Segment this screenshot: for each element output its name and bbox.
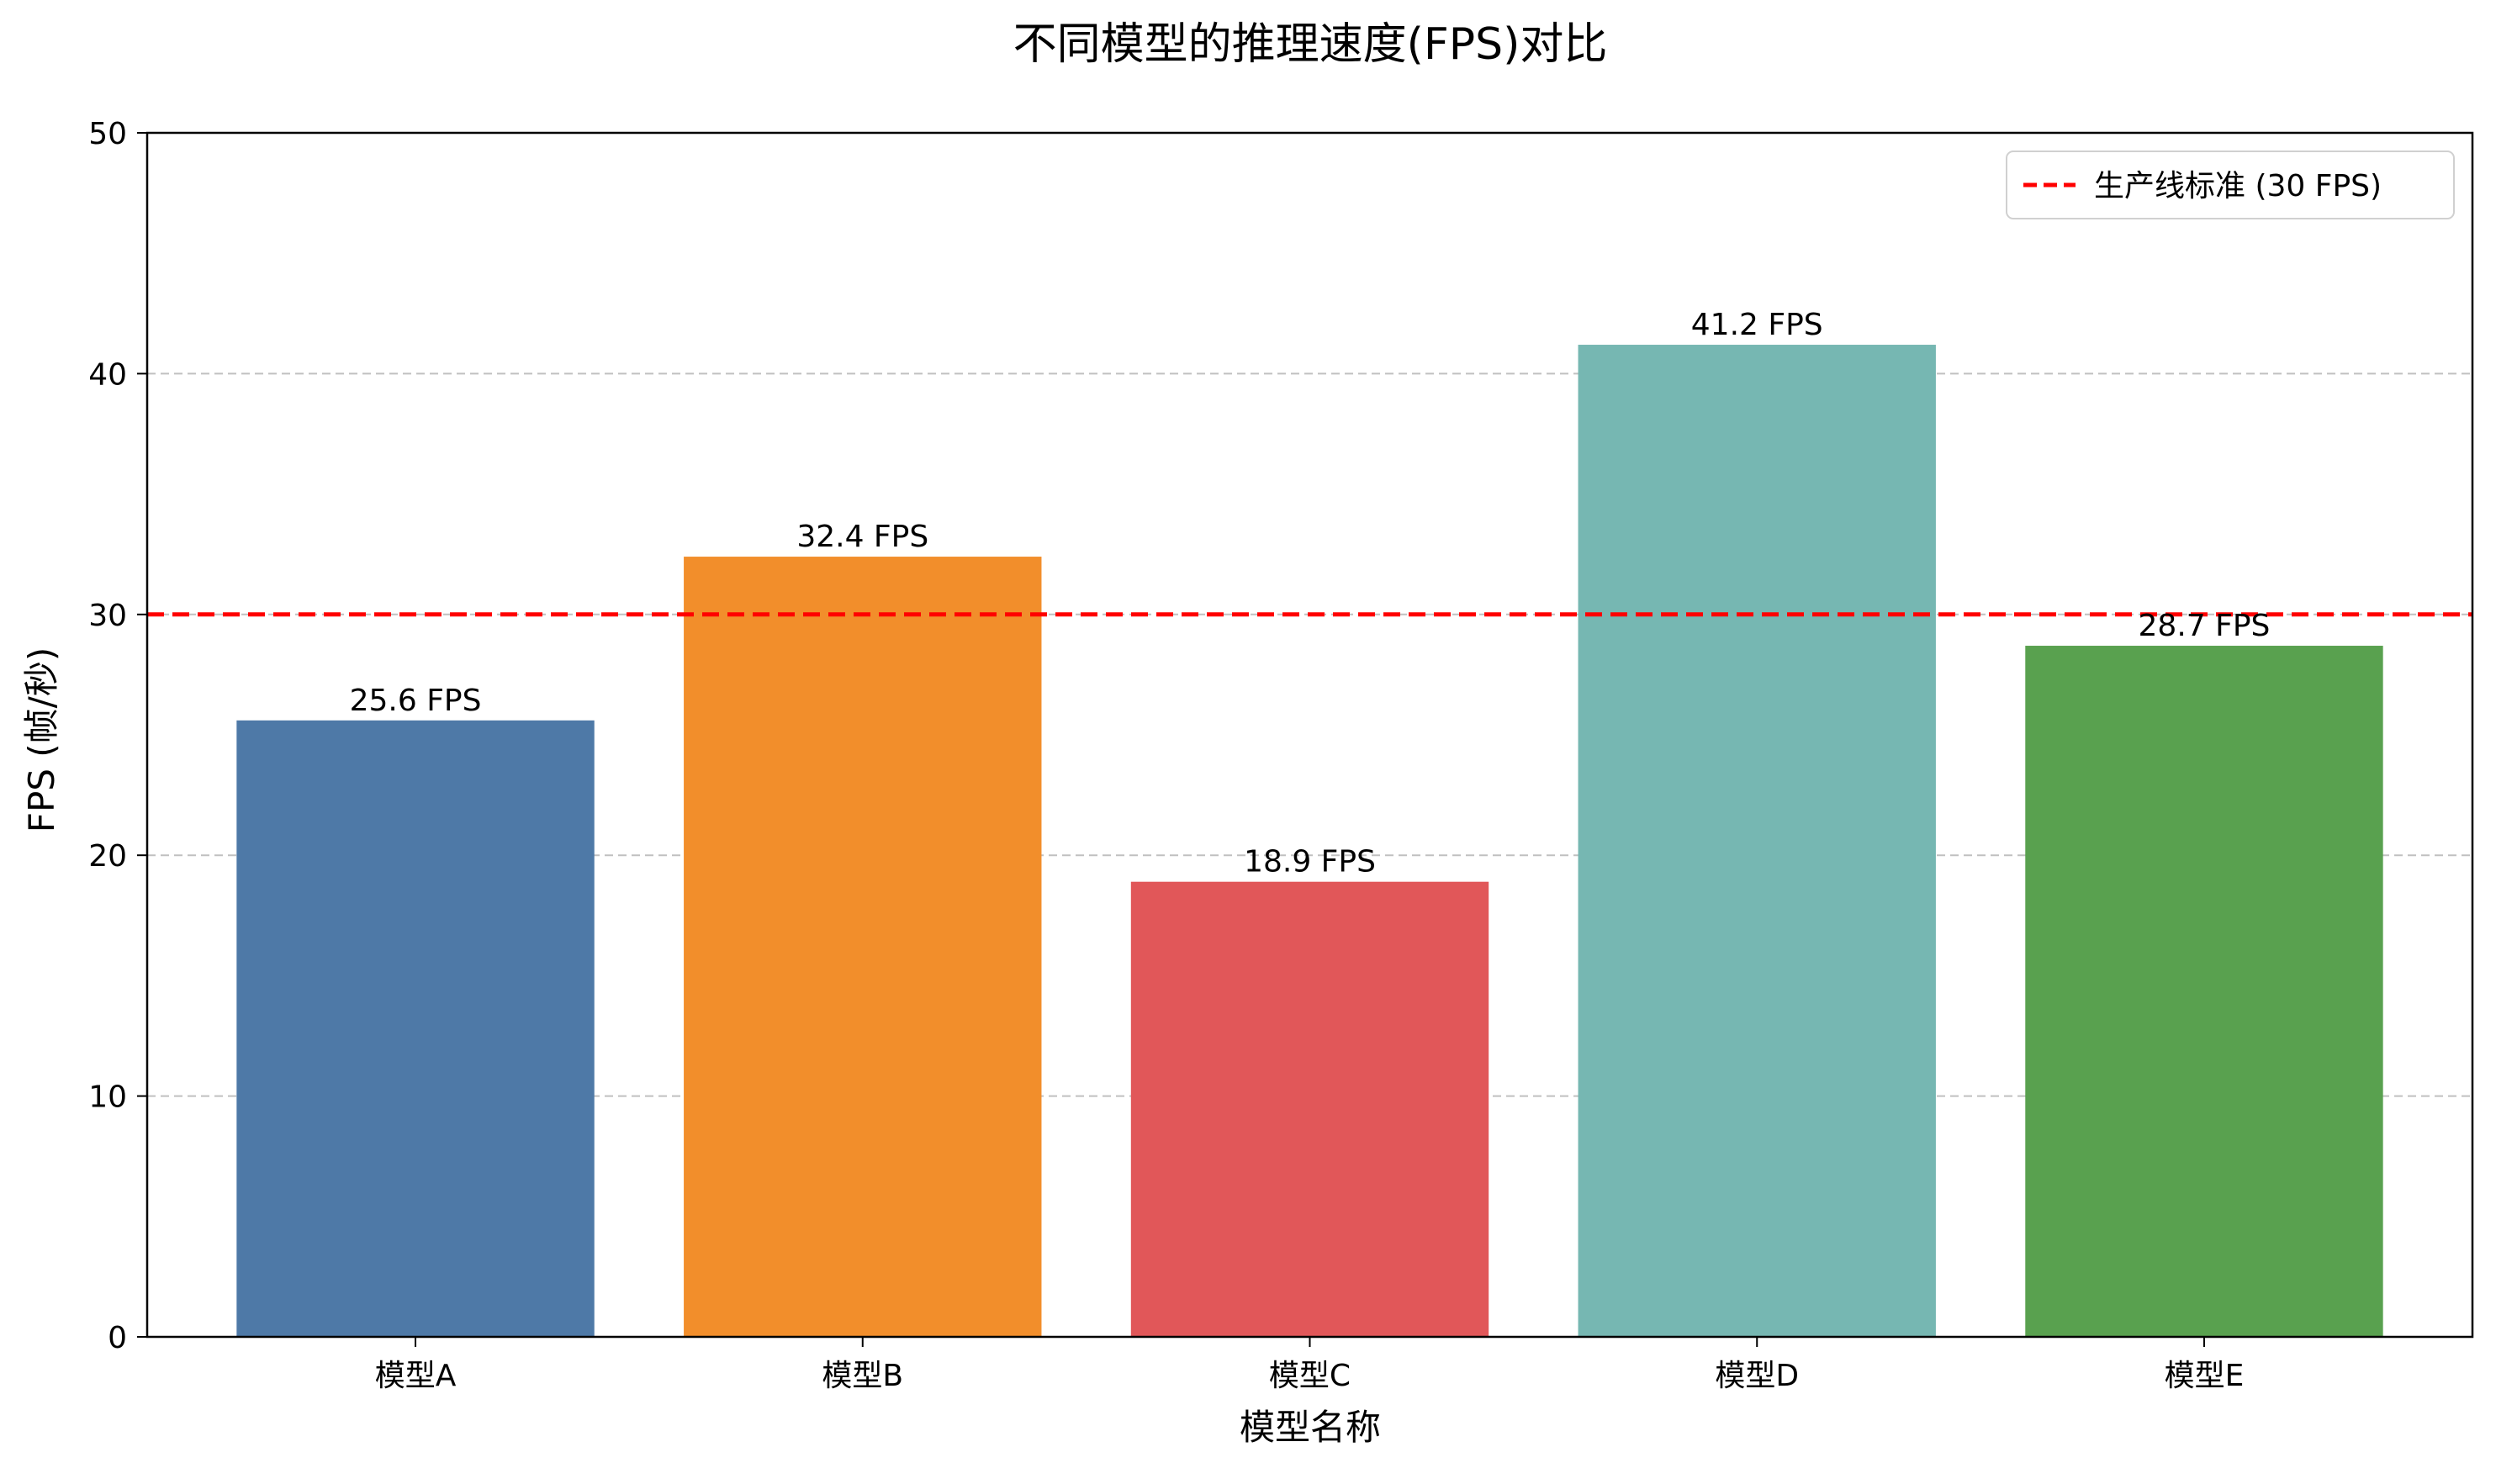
bar-4[interactable]	[1578, 345, 1936, 1338]
legend-box	[2006, 151, 2455, 219]
tick-labels: 模型A 模型B 模型C 模型D 模型E 0 10 20 30 40 50	[88, 117, 2244, 1393]
chart-title: 不同模型的推理速度(FPS)对比	[1013, 19, 1608, 70]
y-tick-label-30: 30	[88, 599, 127, 633]
bar-1[interactable]	[236, 720, 595, 1337]
bars	[236, 345, 2383, 1338]
x-tick-label-5: 模型E	[2165, 1359, 2245, 1393]
data-label-3: 18.9 FPS	[1244, 845, 1376, 879]
y-axis-label: FPS (帧/秒)	[21, 647, 62, 832]
x-tick-label-2: 模型B	[822, 1359, 903, 1393]
bar-3[interactable]	[1130, 881, 1489, 1337]
x-tick-label-4: 模型D	[1715, 1359, 1799, 1393]
data-label-4: 41.2 FPS	[1691, 308, 1823, 342]
data-label-1: 25.6 FPS	[350, 684, 482, 718]
legend-label: 生产线标准 (30 FPS)	[2094, 169, 2382, 203]
y-tick-label-20: 20	[88, 839, 127, 874]
legend: 生产线标准 (30 FPS)	[2006, 151, 2455, 219]
y-tick-label-50: 50	[88, 117, 127, 151]
data-label-2: 32.4 FPS	[796, 520, 928, 554]
data-label-5: 28.7 FPS	[2139, 609, 2271, 643]
x-tick-label-1: 模型A	[375, 1359, 457, 1393]
y-tick-label-10: 10	[88, 1080, 127, 1115]
y-tick-label-40: 40	[88, 357, 127, 392]
data-labels: 25.6 FPS 32.4 FPS 18.9 FPS 41.2 FPS 28.7 FPS	[350, 308, 2271, 879]
x-tick-label-3: 模型C	[1269, 1359, 1351, 1393]
bar-5[interactable]	[2025, 646, 2383, 1337]
y-tick-label-0: 0	[108, 1321, 127, 1355]
x-axis-label: 模型名称	[1240, 1407, 1381, 1448]
bar-2[interactable]	[684, 557, 1042, 1337]
